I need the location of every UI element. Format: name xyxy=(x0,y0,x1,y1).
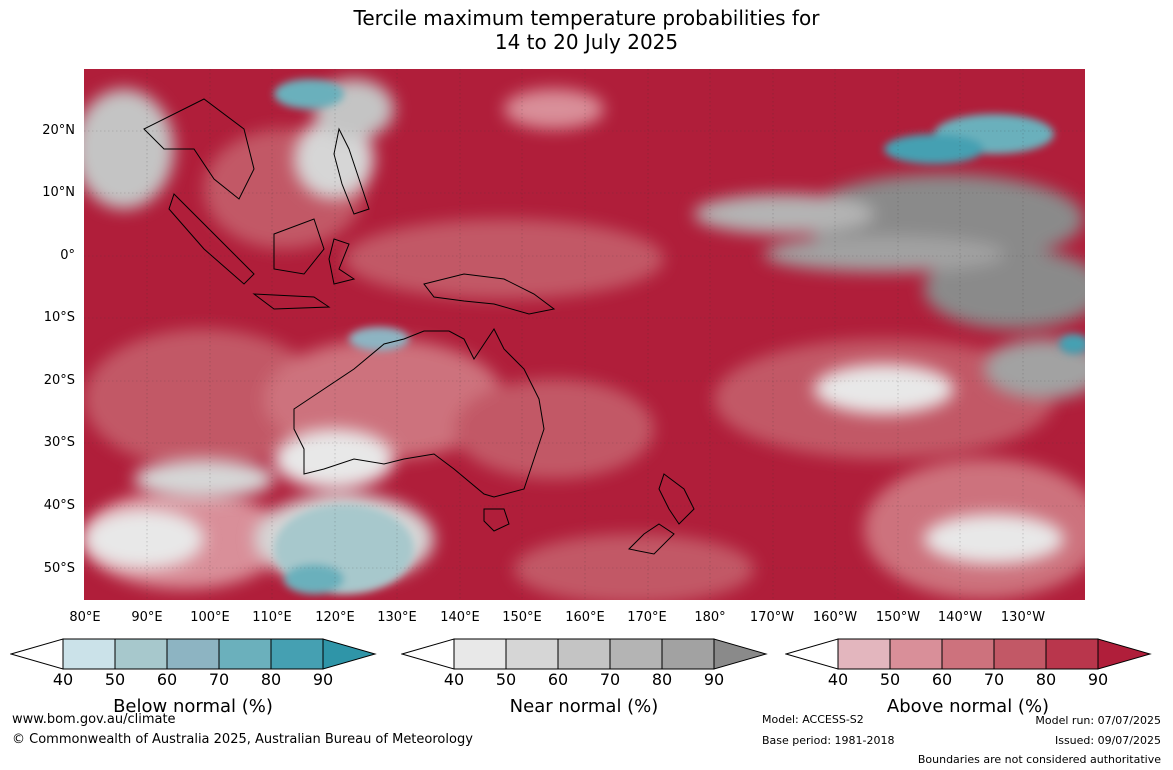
boundaries-disclaimer: Boundaries are not considered authoritat… xyxy=(917,753,1161,766)
website-link[interactable]: www.bom.gov.au/climate xyxy=(12,712,176,727)
lat-label-0: 0° xyxy=(60,248,75,263)
lon-label-170e: 170°E xyxy=(627,610,667,625)
above-tick-60: 60 xyxy=(931,670,953,689)
colorbar-near-high-arrow xyxy=(713,638,768,670)
lat-label-10n: 10°N xyxy=(42,185,75,200)
australia-coast xyxy=(293,328,545,498)
lon-label-150w: 150°W xyxy=(875,610,921,625)
new-guinea-coast xyxy=(423,273,556,315)
probability-map xyxy=(84,69,1085,600)
base-period: Base period: 1981-2018 xyxy=(762,734,895,747)
lon-label-160e: 160°E xyxy=(565,610,605,625)
colorbar-above-segment xyxy=(993,638,1047,670)
above-tick-90: 90 xyxy=(1087,670,1109,689)
indochina-coast xyxy=(143,98,255,200)
coastlines xyxy=(143,98,695,555)
colorbar-below-segment xyxy=(270,638,324,670)
lat-label-50s: 50°S xyxy=(43,561,75,576)
above-tick-70: 70 xyxy=(983,670,1005,689)
colorbar-above-normal xyxy=(785,638,1152,670)
below-normal-title: Below normal (%) xyxy=(113,696,273,717)
above-tick-80: 80 xyxy=(1035,670,1057,689)
colorbar-above-segment xyxy=(837,638,891,670)
copyright-text: © Commonwealth of Australia 2025, Austra… xyxy=(12,732,473,747)
map-grid xyxy=(84,69,1085,600)
borneo-coast xyxy=(273,218,325,275)
below-normal-regions xyxy=(274,79,1085,594)
colorbar-below-low-arrow xyxy=(10,638,64,670)
lon-label-160w: 160°W xyxy=(812,610,858,625)
colorbar-above-low-arrow xyxy=(785,638,839,670)
lat-label-20n: 20°N xyxy=(42,123,75,138)
colorbar-above-high-arrow xyxy=(1097,638,1152,670)
colorbar-below-segments xyxy=(62,638,324,670)
near-tick-80: 80 xyxy=(651,670,673,689)
model-run-date: Model run: 07/07/2025 xyxy=(1035,714,1161,727)
chart-title-line2: 14 to 20 July 2025 xyxy=(494,30,679,54)
above-tick-50: 50 xyxy=(879,670,901,689)
near-tick-60: 60 xyxy=(547,670,569,689)
sulawesi-coast xyxy=(328,238,356,285)
near-tick-50: 50 xyxy=(495,670,517,689)
colorbar-below-segment xyxy=(62,638,116,670)
lon-label-110e: 110°E xyxy=(252,610,292,625)
near-tick-40: 40 xyxy=(443,670,465,689)
colorbar-near-segments xyxy=(453,638,715,670)
philippines-coast xyxy=(333,127,370,215)
lat-label-20s: 20°S xyxy=(43,373,75,388)
colorbar-near-normal xyxy=(401,638,768,670)
lon-label-180: 180° xyxy=(694,610,726,625)
lon-label-130w: 130°W xyxy=(1000,610,1046,625)
below-tick-70: 70 xyxy=(208,670,230,689)
below-tick-50: 50 xyxy=(104,670,126,689)
nz-south-island-coast xyxy=(627,523,675,555)
near-normal-title: Near normal (%) xyxy=(509,696,659,717)
chart-title-line1: Tercile maximum temperature probabilitie… xyxy=(353,6,820,30)
lon-label-80e: 80°E xyxy=(69,610,101,625)
colorbar-above-segment xyxy=(941,638,995,670)
above-normal-title: Above normal (%) xyxy=(886,696,1050,717)
model-name: Model: ACCESS-S2 xyxy=(762,713,864,726)
lon-label-140e: 140°E xyxy=(440,610,480,625)
colorbar-above-segments xyxy=(837,638,1099,670)
lat-label-30s: 30°S xyxy=(43,435,75,450)
colorbar-near-segment xyxy=(453,638,507,670)
lat-label-10s: 10°S xyxy=(43,310,75,325)
lat-label-40s: 40°S xyxy=(43,498,75,513)
java-coast xyxy=(252,293,331,310)
lon-label-170w: 170°W xyxy=(749,610,795,625)
colorbar-below-normal xyxy=(10,638,377,670)
tasmania-coast xyxy=(483,508,510,532)
below-tick-40: 40 xyxy=(52,670,74,689)
colorbar-below-high-arrow xyxy=(322,638,377,670)
colorbar-below-segment xyxy=(114,638,168,670)
colorbar-near-segment xyxy=(661,638,715,670)
sumatra-coast xyxy=(168,193,255,285)
colorbar-near-segment xyxy=(557,638,611,670)
below-tick-90: 90 xyxy=(312,670,334,689)
near-tick-70: 70 xyxy=(599,670,621,689)
colorbar-near-segment xyxy=(505,638,559,670)
colorbar-above-segment xyxy=(1045,638,1099,670)
below-tick-80: 80 xyxy=(260,670,282,689)
above-tick-40: 40 xyxy=(827,670,849,689)
colorbar-below-segment xyxy=(166,638,220,670)
issued-date: Issued: 09/07/2025 xyxy=(1054,734,1161,747)
lon-label-90e: 90°E xyxy=(131,610,163,625)
lon-label-130e: 130°E xyxy=(377,610,417,625)
lon-label-120e: 120°E xyxy=(315,610,355,625)
colorbar-above-segment xyxy=(889,638,943,670)
colorbar-near-low-arrow xyxy=(401,638,455,670)
colorbar-near-segment xyxy=(609,638,663,670)
nz-north-island-coast xyxy=(658,473,695,525)
lon-label-100e: 100°E xyxy=(190,610,230,625)
colorbar-below-segment xyxy=(218,638,272,670)
lon-label-140w: 140°W xyxy=(937,610,983,625)
near-tick-90: 90 xyxy=(703,670,725,689)
lon-label-150e: 150°E xyxy=(502,610,542,625)
below-tick-60: 60 xyxy=(156,670,178,689)
